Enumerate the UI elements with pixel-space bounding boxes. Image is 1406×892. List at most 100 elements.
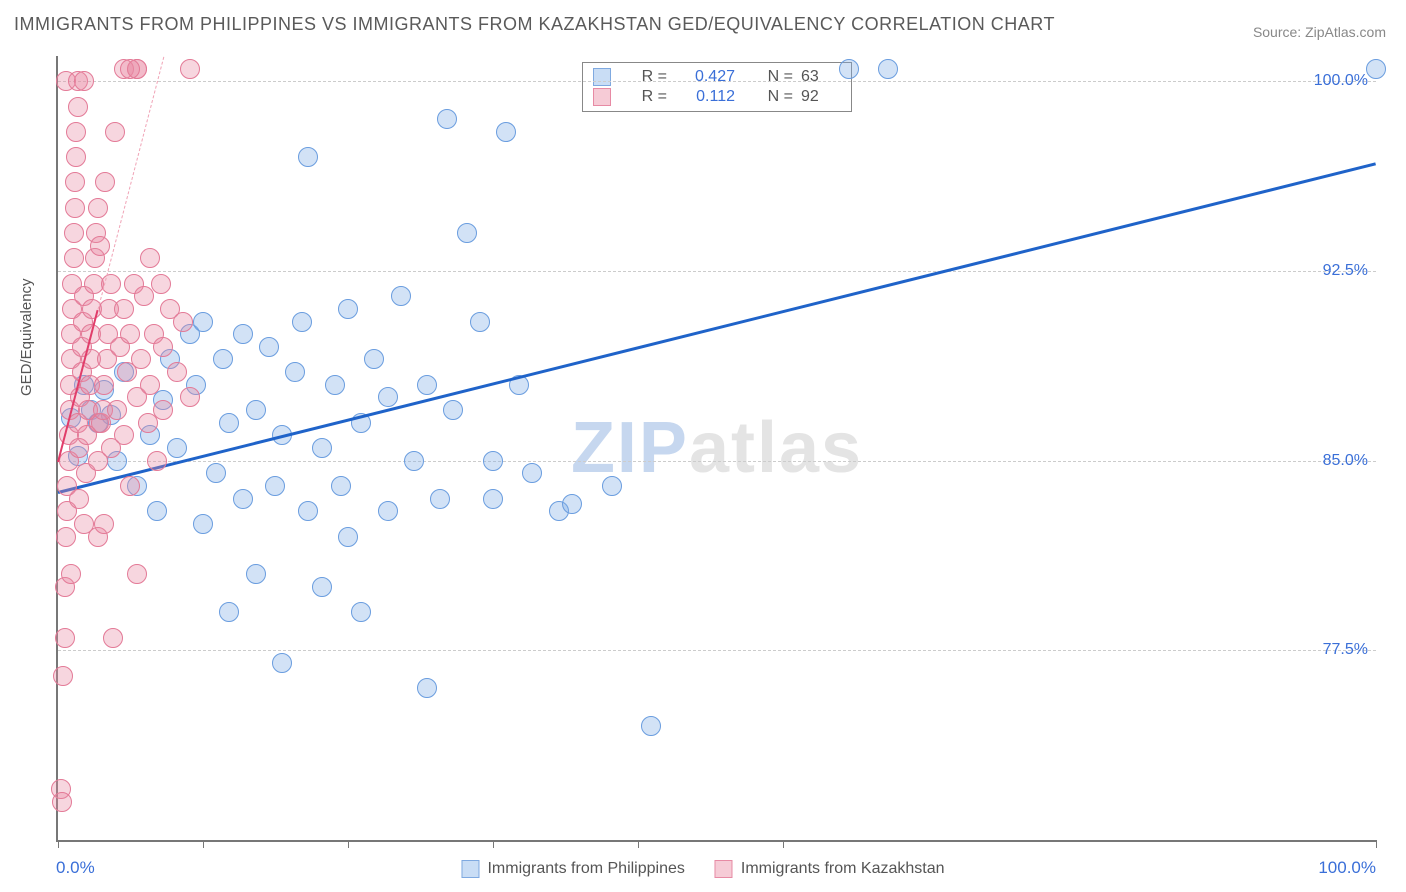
data-point: [55, 628, 75, 648]
data-point: [94, 514, 114, 534]
data-point: [167, 438, 187, 458]
data-point: [206, 463, 226, 483]
data-point: [167, 362, 187, 382]
x-tick: [348, 840, 349, 848]
data-point: [233, 489, 253, 509]
data-point: [61, 564, 81, 584]
data-point: [66, 122, 86, 142]
data-point: [391, 286, 411, 306]
data-point: [457, 223, 477, 243]
data-point: [292, 312, 312, 332]
gridline: [58, 650, 1376, 651]
data-point: [470, 312, 490, 332]
data-point: [219, 413, 239, 433]
data-point: [52, 792, 72, 812]
gridline: [58, 81, 1376, 82]
data-point: [103, 628, 123, 648]
data-point: [430, 489, 450, 509]
legend-label-2: Immigrants from Kazakhstan: [741, 860, 945, 877]
watermark-rest: atlas: [689, 408, 863, 488]
data-point: [65, 172, 85, 192]
series-1-swatch: [593, 68, 611, 86]
data-point: [120, 476, 140, 496]
x-tick: [1376, 840, 1377, 848]
data-point: [147, 501, 167, 521]
data-point: [95, 172, 115, 192]
r-value-2: 0.112: [675, 88, 735, 106]
data-point: [153, 400, 173, 420]
r-label: R =: [627, 88, 667, 106]
data-point: [114, 299, 134, 319]
data-point: [483, 489, 503, 509]
series-2-swatch: [593, 88, 611, 106]
data-point: [1366, 59, 1386, 79]
x-tick: [638, 840, 639, 848]
n-value-1: 63: [801, 68, 841, 86]
y-tick-label: 100.0%: [1314, 72, 1368, 90]
data-point: [140, 375, 160, 395]
data-point: [298, 501, 318, 521]
data-point: [246, 564, 266, 584]
plot-area: ZIPatlas R = 0.427 N = 63 R = 0.112 N = …: [56, 56, 1376, 842]
data-point: [483, 451, 503, 471]
gridline: [58, 461, 1376, 462]
data-point: [66, 147, 86, 167]
data-point: [259, 337, 279, 357]
data-point: [56, 527, 76, 547]
data-point: [331, 476, 351, 496]
chart-title: IMMIGRANTS FROM PHILIPPINES VS IMMIGRANT…: [14, 14, 1055, 35]
data-point: [180, 59, 200, 79]
data-point: [64, 248, 84, 268]
data-point: [312, 438, 332, 458]
data-point: [131, 349, 151, 369]
data-point: [88, 198, 108, 218]
data-point: [64, 223, 84, 243]
data-point: [285, 362, 305, 382]
legend-item-2: Immigrants from Kazakhstan: [715, 860, 945, 878]
x-tick: [58, 840, 59, 848]
data-point: [90, 236, 110, 256]
data-point: [417, 678, 437, 698]
y-tick-label: 77.5%: [1323, 641, 1368, 659]
data-point: [338, 527, 358, 547]
data-point: [94, 375, 114, 395]
data-point: [338, 299, 358, 319]
gridline: [58, 271, 1376, 272]
data-point: [65, 198, 85, 218]
data-point: [265, 476, 285, 496]
data-point: [351, 602, 371, 622]
data-point: [114, 425, 134, 445]
data-point: [69, 489, 89, 509]
y-tick-label: 85.0%: [1323, 452, 1368, 470]
data-point: [364, 349, 384, 369]
r-value-1: 0.427: [675, 68, 735, 86]
data-point: [180, 387, 200, 407]
legend-label-1: Immigrants from Philippines: [487, 860, 684, 877]
data-point: [140, 248, 160, 268]
data-point: [151, 274, 171, 294]
y-axis-label: GED/Equivalency: [18, 278, 35, 396]
y-tick-label: 92.5%: [1323, 262, 1368, 280]
x-tick: [203, 840, 204, 848]
data-point: [74, 71, 94, 91]
data-point: [107, 400, 127, 420]
legend-item-1: Immigrants from Philippines: [461, 860, 684, 878]
data-point: [522, 463, 542, 483]
n-value-2: 92: [801, 88, 841, 106]
data-point: [53, 666, 73, 686]
data-point: [193, 312, 213, 332]
data-point: [298, 147, 318, 167]
data-point: [312, 577, 332, 597]
data-point: [173, 312, 193, 332]
x-axis-max-label: 100.0%: [1318, 858, 1376, 878]
bottom-legend: Immigrants from Philippines Immigrants f…: [461, 860, 944, 878]
data-point: [68, 97, 88, 117]
data-point: [147, 451, 167, 471]
data-point: [219, 602, 239, 622]
data-point: [193, 514, 213, 534]
data-point: [839, 59, 859, 79]
data-point: [437, 109, 457, 129]
x-tick: [783, 840, 784, 848]
stats-row-1: R = 0.427 N = 63: [593, 67, 841, 87]
data-point: [378, 501, 398, 521]
